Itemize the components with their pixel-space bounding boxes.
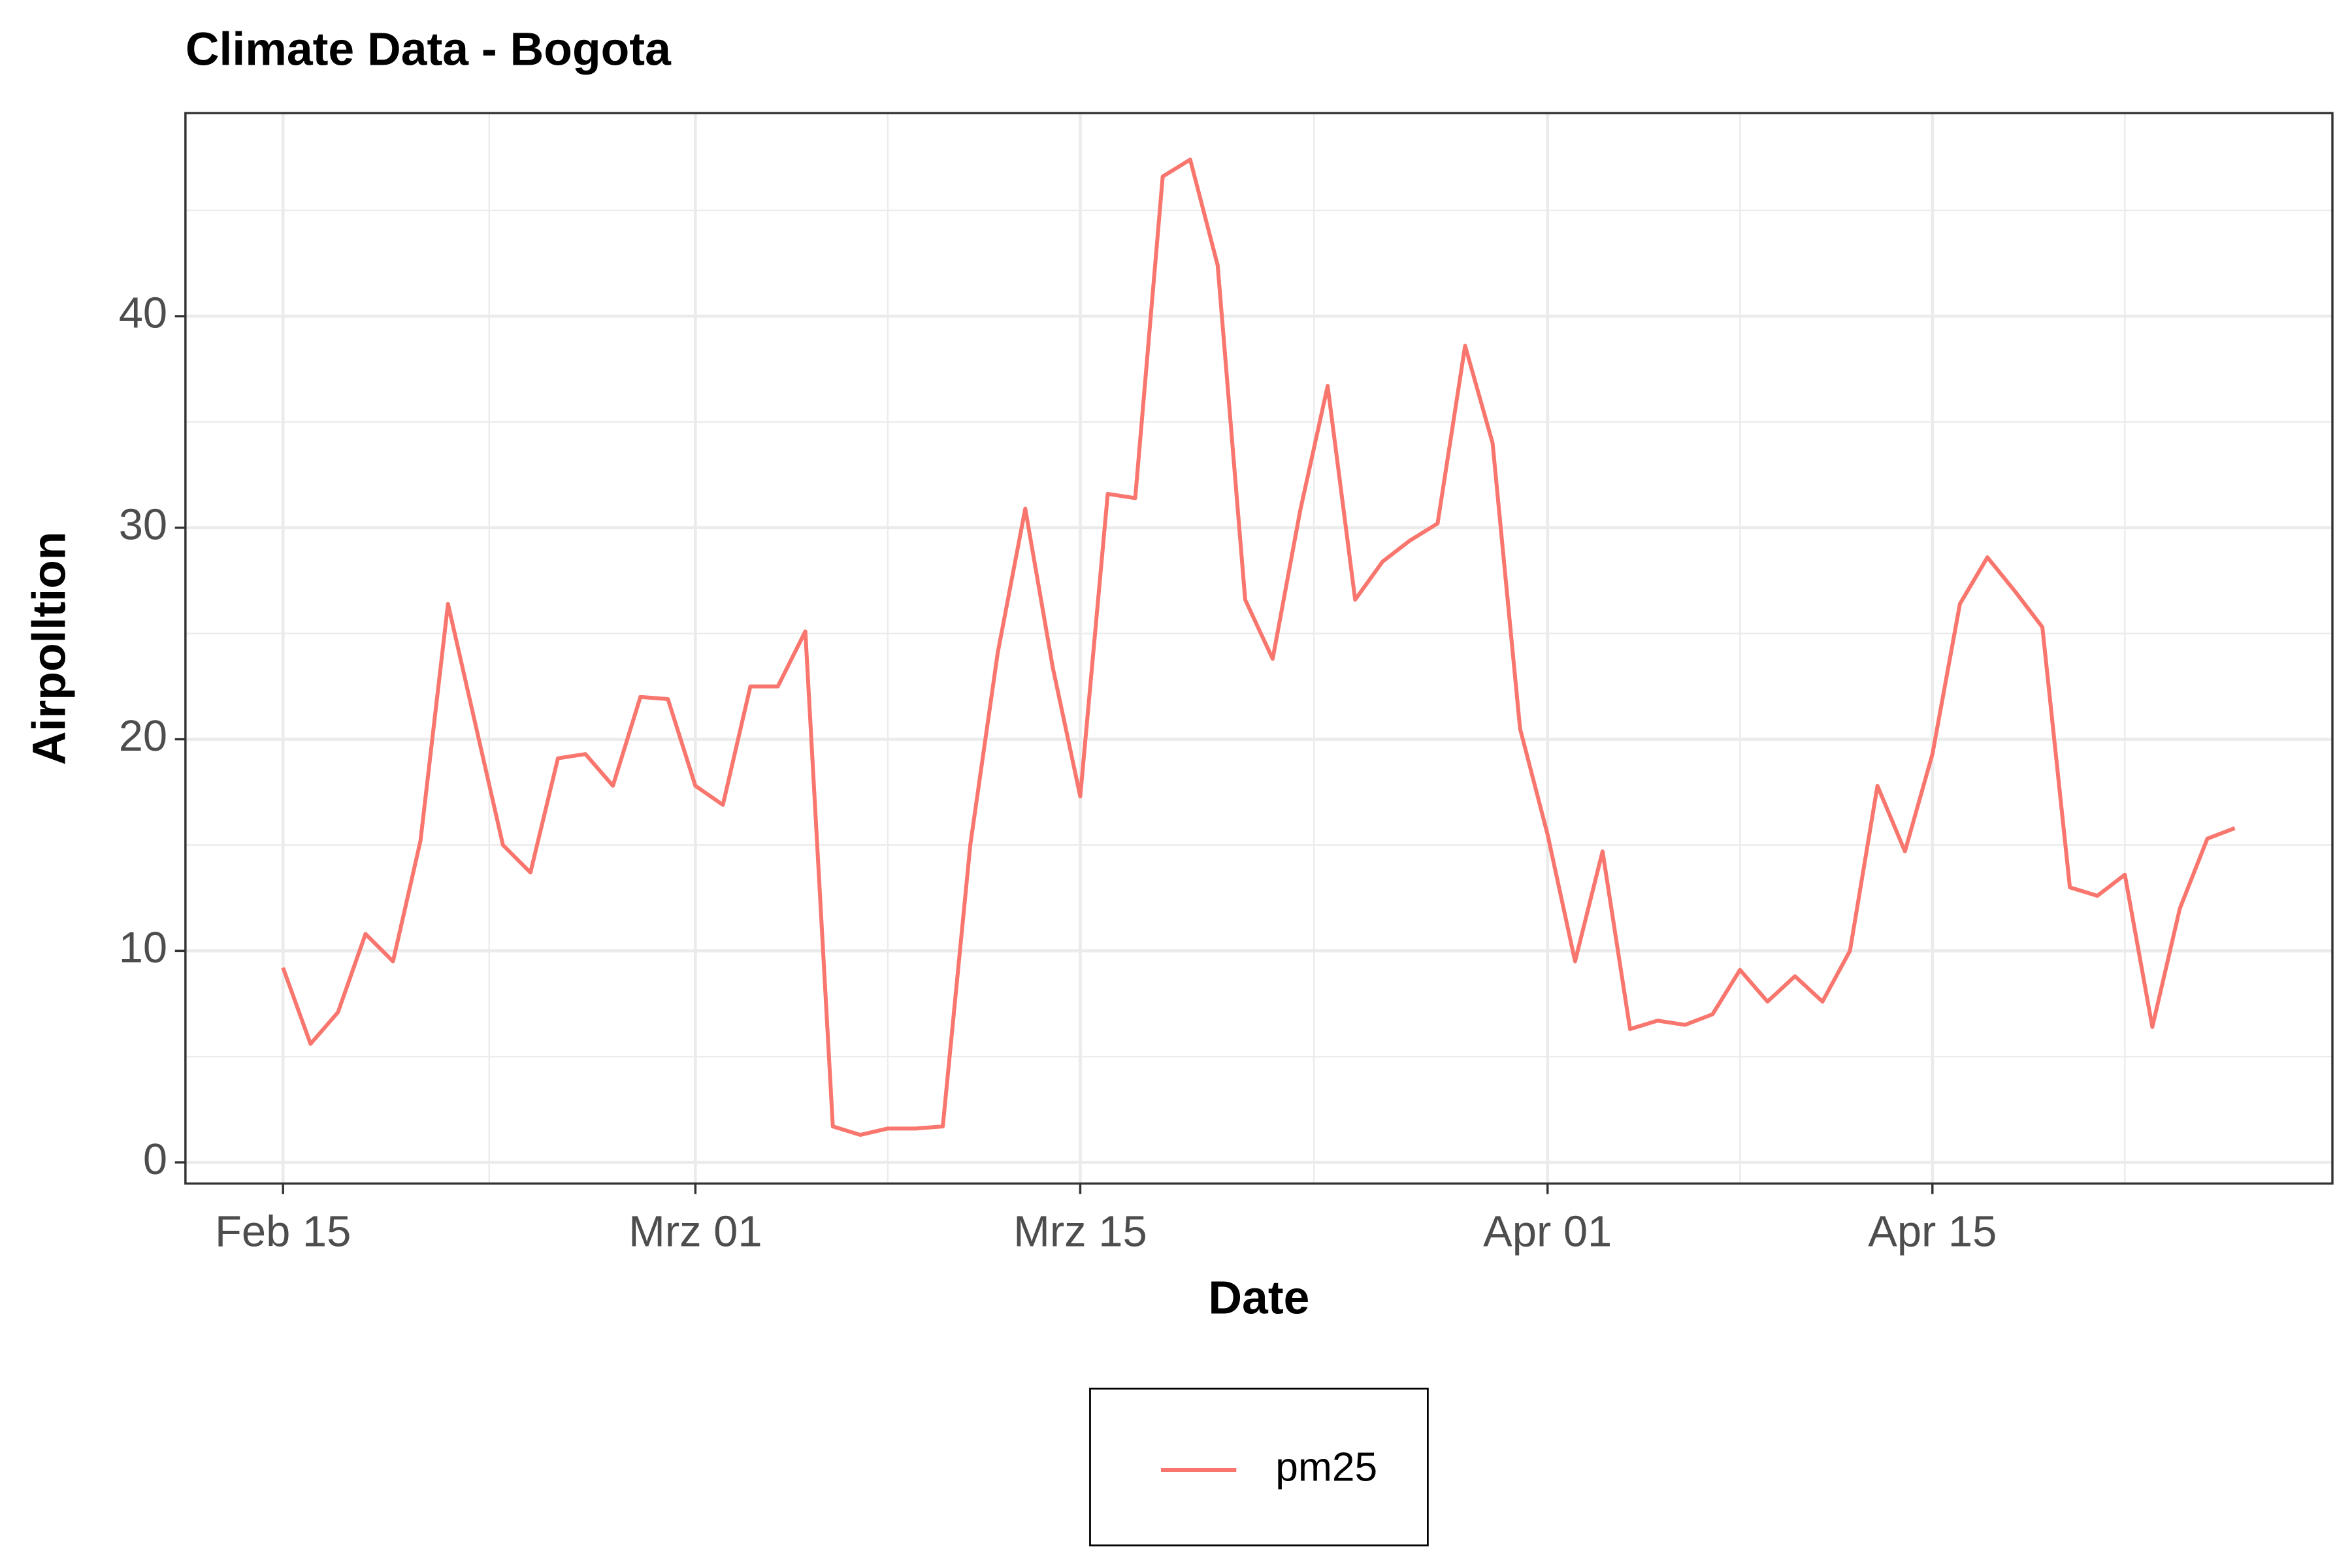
plot-background (185, 113, 2332, 1184)
legend-label: pm25 (1275, 1445, 1377, 1490)
data-line (281, 157, 2236, 1137)
plot-border (184, 112, 2334, 1185)
y-axis-title: Airpolltion (24, 532, 76, 766)
x-tick-label: Mrz 15 (1013, 1207, 1147, 1256)
x-tick-label: Mrz 01 (629, 1207, 762, 1256)
legend: pm25 (1089, 1388, 1429, 1546)
y-tick-label: 20 (119, 711, 167, 760)
grid (185, 113, 2332, 1184)
x-tick-label: Apr 15 (1868, 1207, 1997, 1256)
y-tick-label: 30 (119, 500, 167, 549)
chart-title: Climate Data - Bogota (186, 24, 672, 76)
legend-box (1089, 1388, 1429, 1546)
y-tick-label: 40 (119, 289, 167, 338)
y-tick-label: 0 (143, 1135, 167, 1184)
x-axis-title: Date (1208, 1271, 1309, 1324)
x-tick-label: Apr 01 (1483, 1207, 1612, 1256)
y-tick-label: 10 (119, 923, 167, 972)
x-tick-label: Feb 15 (215, 1207, 351, 1256)
